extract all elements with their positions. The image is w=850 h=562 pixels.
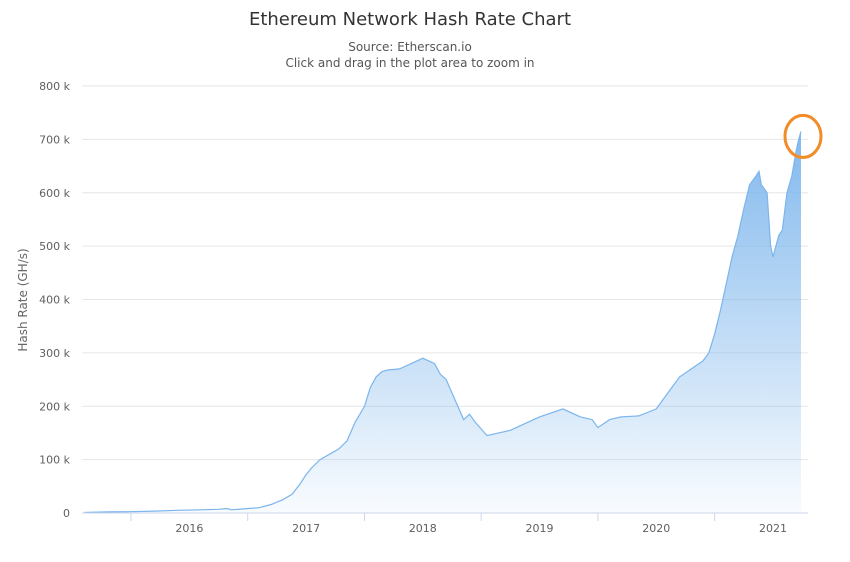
y-tick-label: 0 [63, 507, 70, 520]
y-tick-label: 100 k [39, 454, 70, 467]
y-tick-label: 200 k [39, 400, 70, 413]
chart-subtitle-zoom-hint: Click and drag in the plot area to zoom … [285, 56, 535, 70]
x-tick-label: 2018 [409, 522, 437, 535]
chart-subtitle-source: Source: Etherscan.io [348, 40, 472, 54]
y-axis-title: Hash Rate (GH/s) [16, 248, 30, 351]
y-tick-label: 400 k [39, 294, 70, 307]
x-tick-label: 2020 [642, 522, 670, 535]
hash-rate-area [84, 131, 802, 513]
y-tick-label: 300 k [39, 347, 70, 360]
x-tick-label: 2016 [175, 522, 203, 535]
x-tick-label: 2021 [759, 522, 787, 535]
axis-layer: 0 100 k 200 k 300 k 400 k 500 k 600 k 700 k 800 … [39, 80, 808, 535]
area-layer [84, 131, 802, 514]
y-tick-label: 600 k [39, 187, 70, 200]
y-tick-label: 800 k [39, 80, 70, 93]
x-tick-label: 2019 [526, 522, 554, 535]
chart-title: Ethereum Network Hash Rate Chart [248, 9, 572, 30]
annotation-layer [783, 113, 823, 159]
hash-rate-line [84, 131, 802, 514]
peak-annotation-circle [783, 113, 823, 159]
x-tick-label: 2017 [292, 522, 320, 535]
y-tick-label: 500 k [39, 240, 70, 253]
y-tick-label: 700 k [39, 133, 70, 146]
